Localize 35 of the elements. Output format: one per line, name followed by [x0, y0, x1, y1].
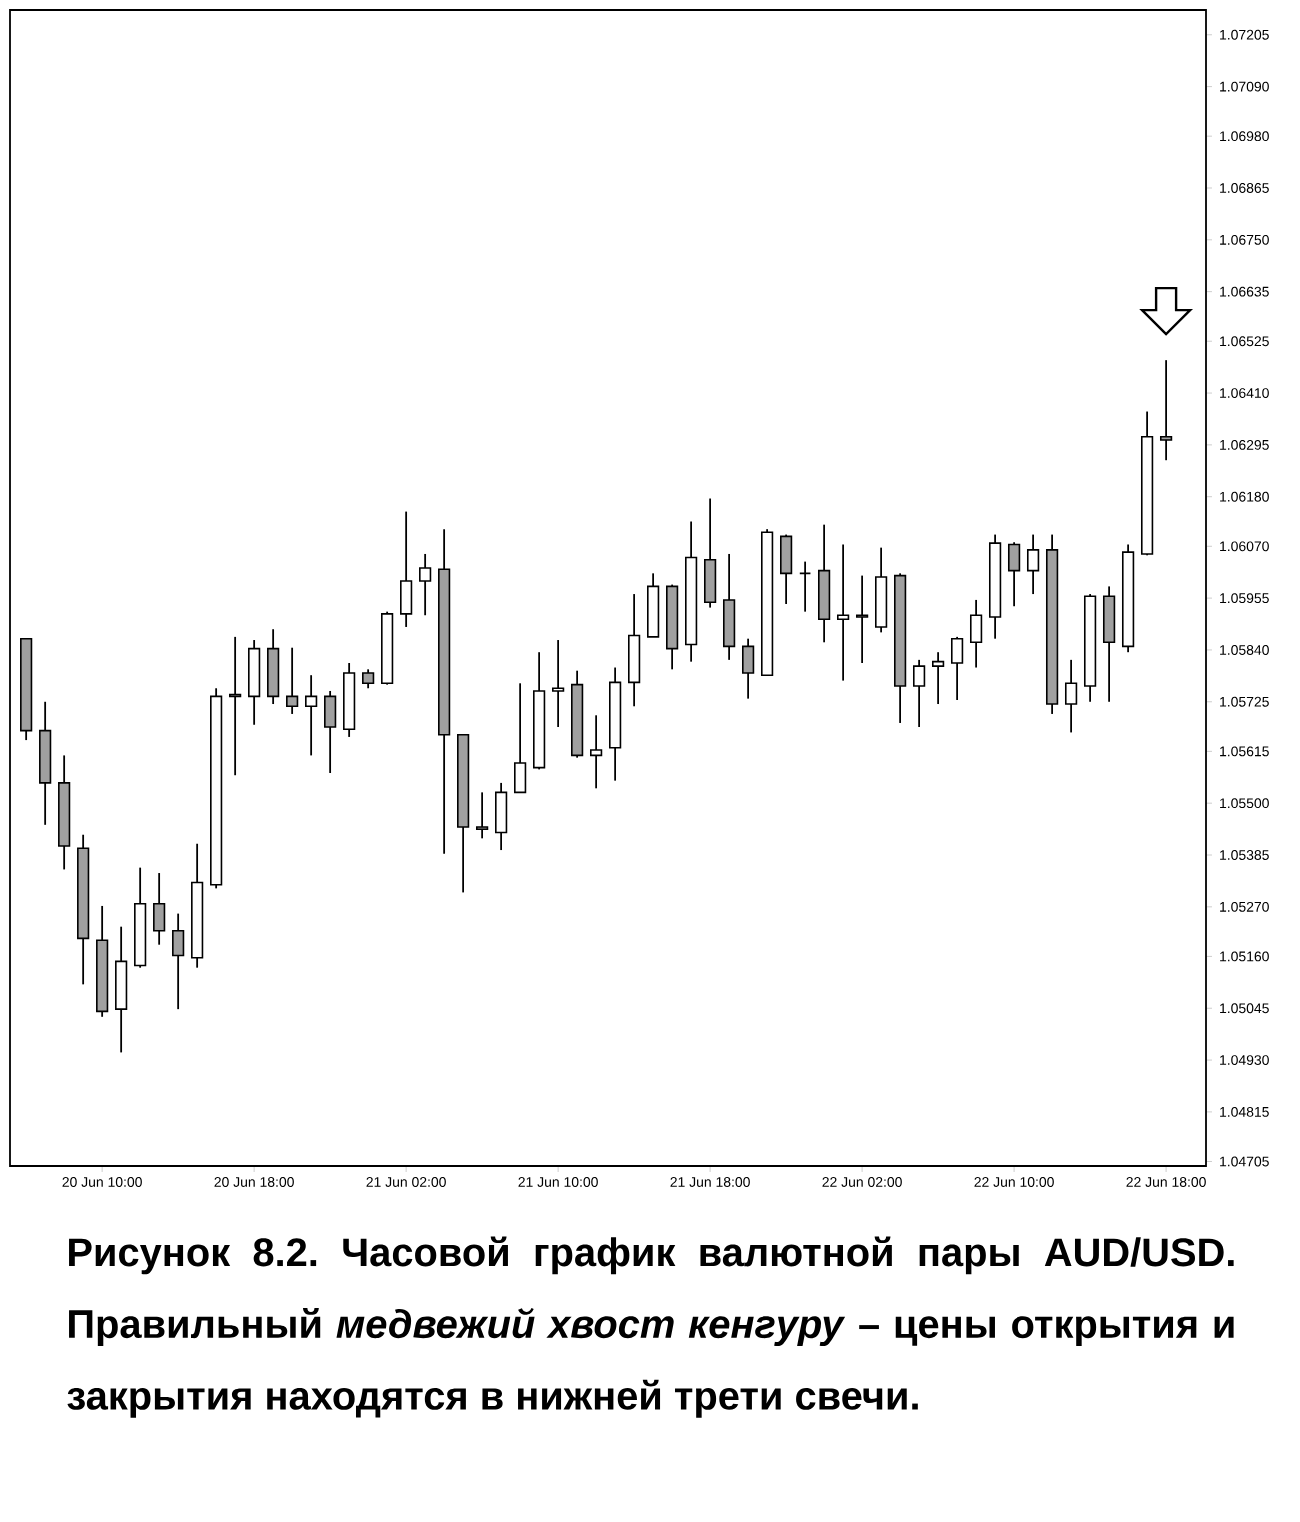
candlestick: [153, 872, 166, 946]
candlestick: [267, 628, 280, 705]
candlestick: [362, 668, 375, 690]
candlestick: [1102, 585, 1116, 703]
candlestick: [723, 553, 736, 661]
candlestick: [628, 593, 641, 708]
candlestick: [495, 782, 508, 851]
candlestick: [950, 635, 964, 701]
candlestick: [590, 714, 603, 790]
text: Рисунок 8.2. Часовой график валютной пары AUD/USD. Правильный медвежий хвост кенгуру – цены открытия и закрытия находятся в нижней трети свечи.: [67, 1236, 1234, 1418]
candlestick: [704, 497, 717, 609]
candlestick: [248, 639, 261, 726]
candlestick: [799, 560, 812, 613]
candlestick: [324, 690, 337, 774]
candlestick: [1159, 359, 1173, 462]
candlestick: [400, 510, 413, 628]
candlestick: [286, 646, 299, 715]
candlestick: [742, 637, 755, 700]
candlestick: [514, 682, 527, 794]
candlestick: [932, 651, 945, 705]
candlestick: [1064, 658, 1078, 734]
candlestick: [913, 658, 926, 728]
candlestick: [1007, 541, 1021, 608]
candlestick: [305, 674, 318, 757]
candlestick: [172, 912, 185, 1011]
candlestick: [419, 553, 432, 617]
candlestick: [856, 574, 869, 664]
candlestick: [229, 635, 242, 777]
candlestick: [780, 533, 793, 605]
candlestick: [969, 599, 983, 669]
candlestick: [476, 791, 489, 840]
candlestick: [837, 543, 850, 682]
candlestick: [1026, 533, 1040, 595]
candlestick: [552, 639, 565, 728]
candlestick: [115, 925, 128, 1054]
